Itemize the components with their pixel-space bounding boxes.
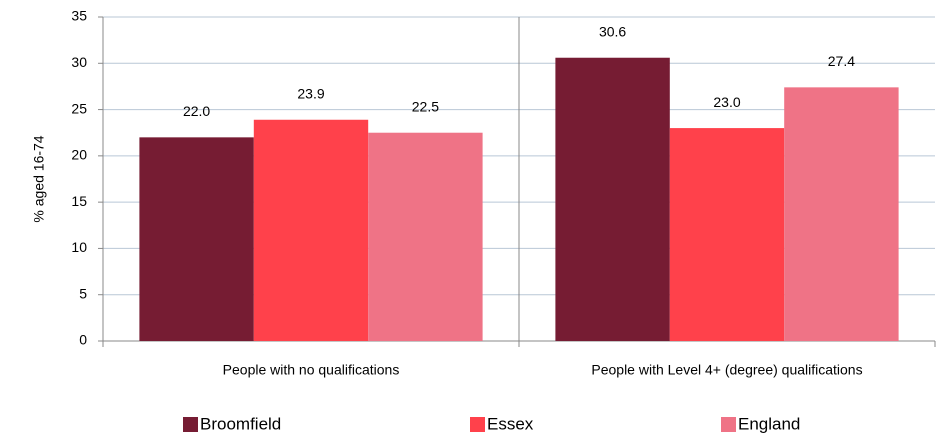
value-label: 22.5 bbox=[412, 98, 439, 114]
y-tick-label: 35 bbox=[71, 8, 87, 24]
x-tick-label: People with no qualifications bbox=[223, 362, 400, 378]
x-tick-label: People with Level 4+ (degree) qualificat… bbox=[591, 362, 862, 378]
value-label: 23.0 bbox=[713, 94, 740, 110]
legend-swatch bbox=[470, 417, 485, 432]
y-tick-label: 30 bbox=[71, 54, 87, 70]
y-tick-label: 15 bbox=[71, 193, 87, 209]
legend-label: England bbox=[738, 414, 800, 433]
value-label: 23.9 bbox=[297, 85, 324, 101]
legend-label: Essex bbox=[487, 414, 534, 433]
y-axis-label: % aged 16-74 bbox=[31, 135, 47, 222]
value-label: 22.0 bbox=[183, 103, 210, 119]
y-tick-label: 0 bbox=[79, 332, 87, 348]
bar bbox=[253, 119, 369, 341]
bar bbox=[139, 137, 254, 341]
bar bbox=[368, 132, 483, 341]
value-label: 30.6 bbox=[599, 23, 626, 39]
y-tick-label: 10 bbox=[71, 239, 87, 255]
y-tick-label: 5 bbox=[79, 285, 87, 301]
legend-swatch bbox=[183, 417, 198, 432]
y-tick-label: 20 bbox=[71, 147, 87, 163]
legend-swatch bbox=[721, 417, 736, 432]
legend-label: Broomfield bbox=[200, 414, 281, 433]
bar bbox=[555, 57, 670, 341]
bar bbox=[784, 87, 899, 342]
bar bbox=[669, 128, 785, 341]
y-tick-label: 25 bbox=[71, 100, 87, 116]
value-label: 27.4 bbox=[828, 53, 855, 69]
